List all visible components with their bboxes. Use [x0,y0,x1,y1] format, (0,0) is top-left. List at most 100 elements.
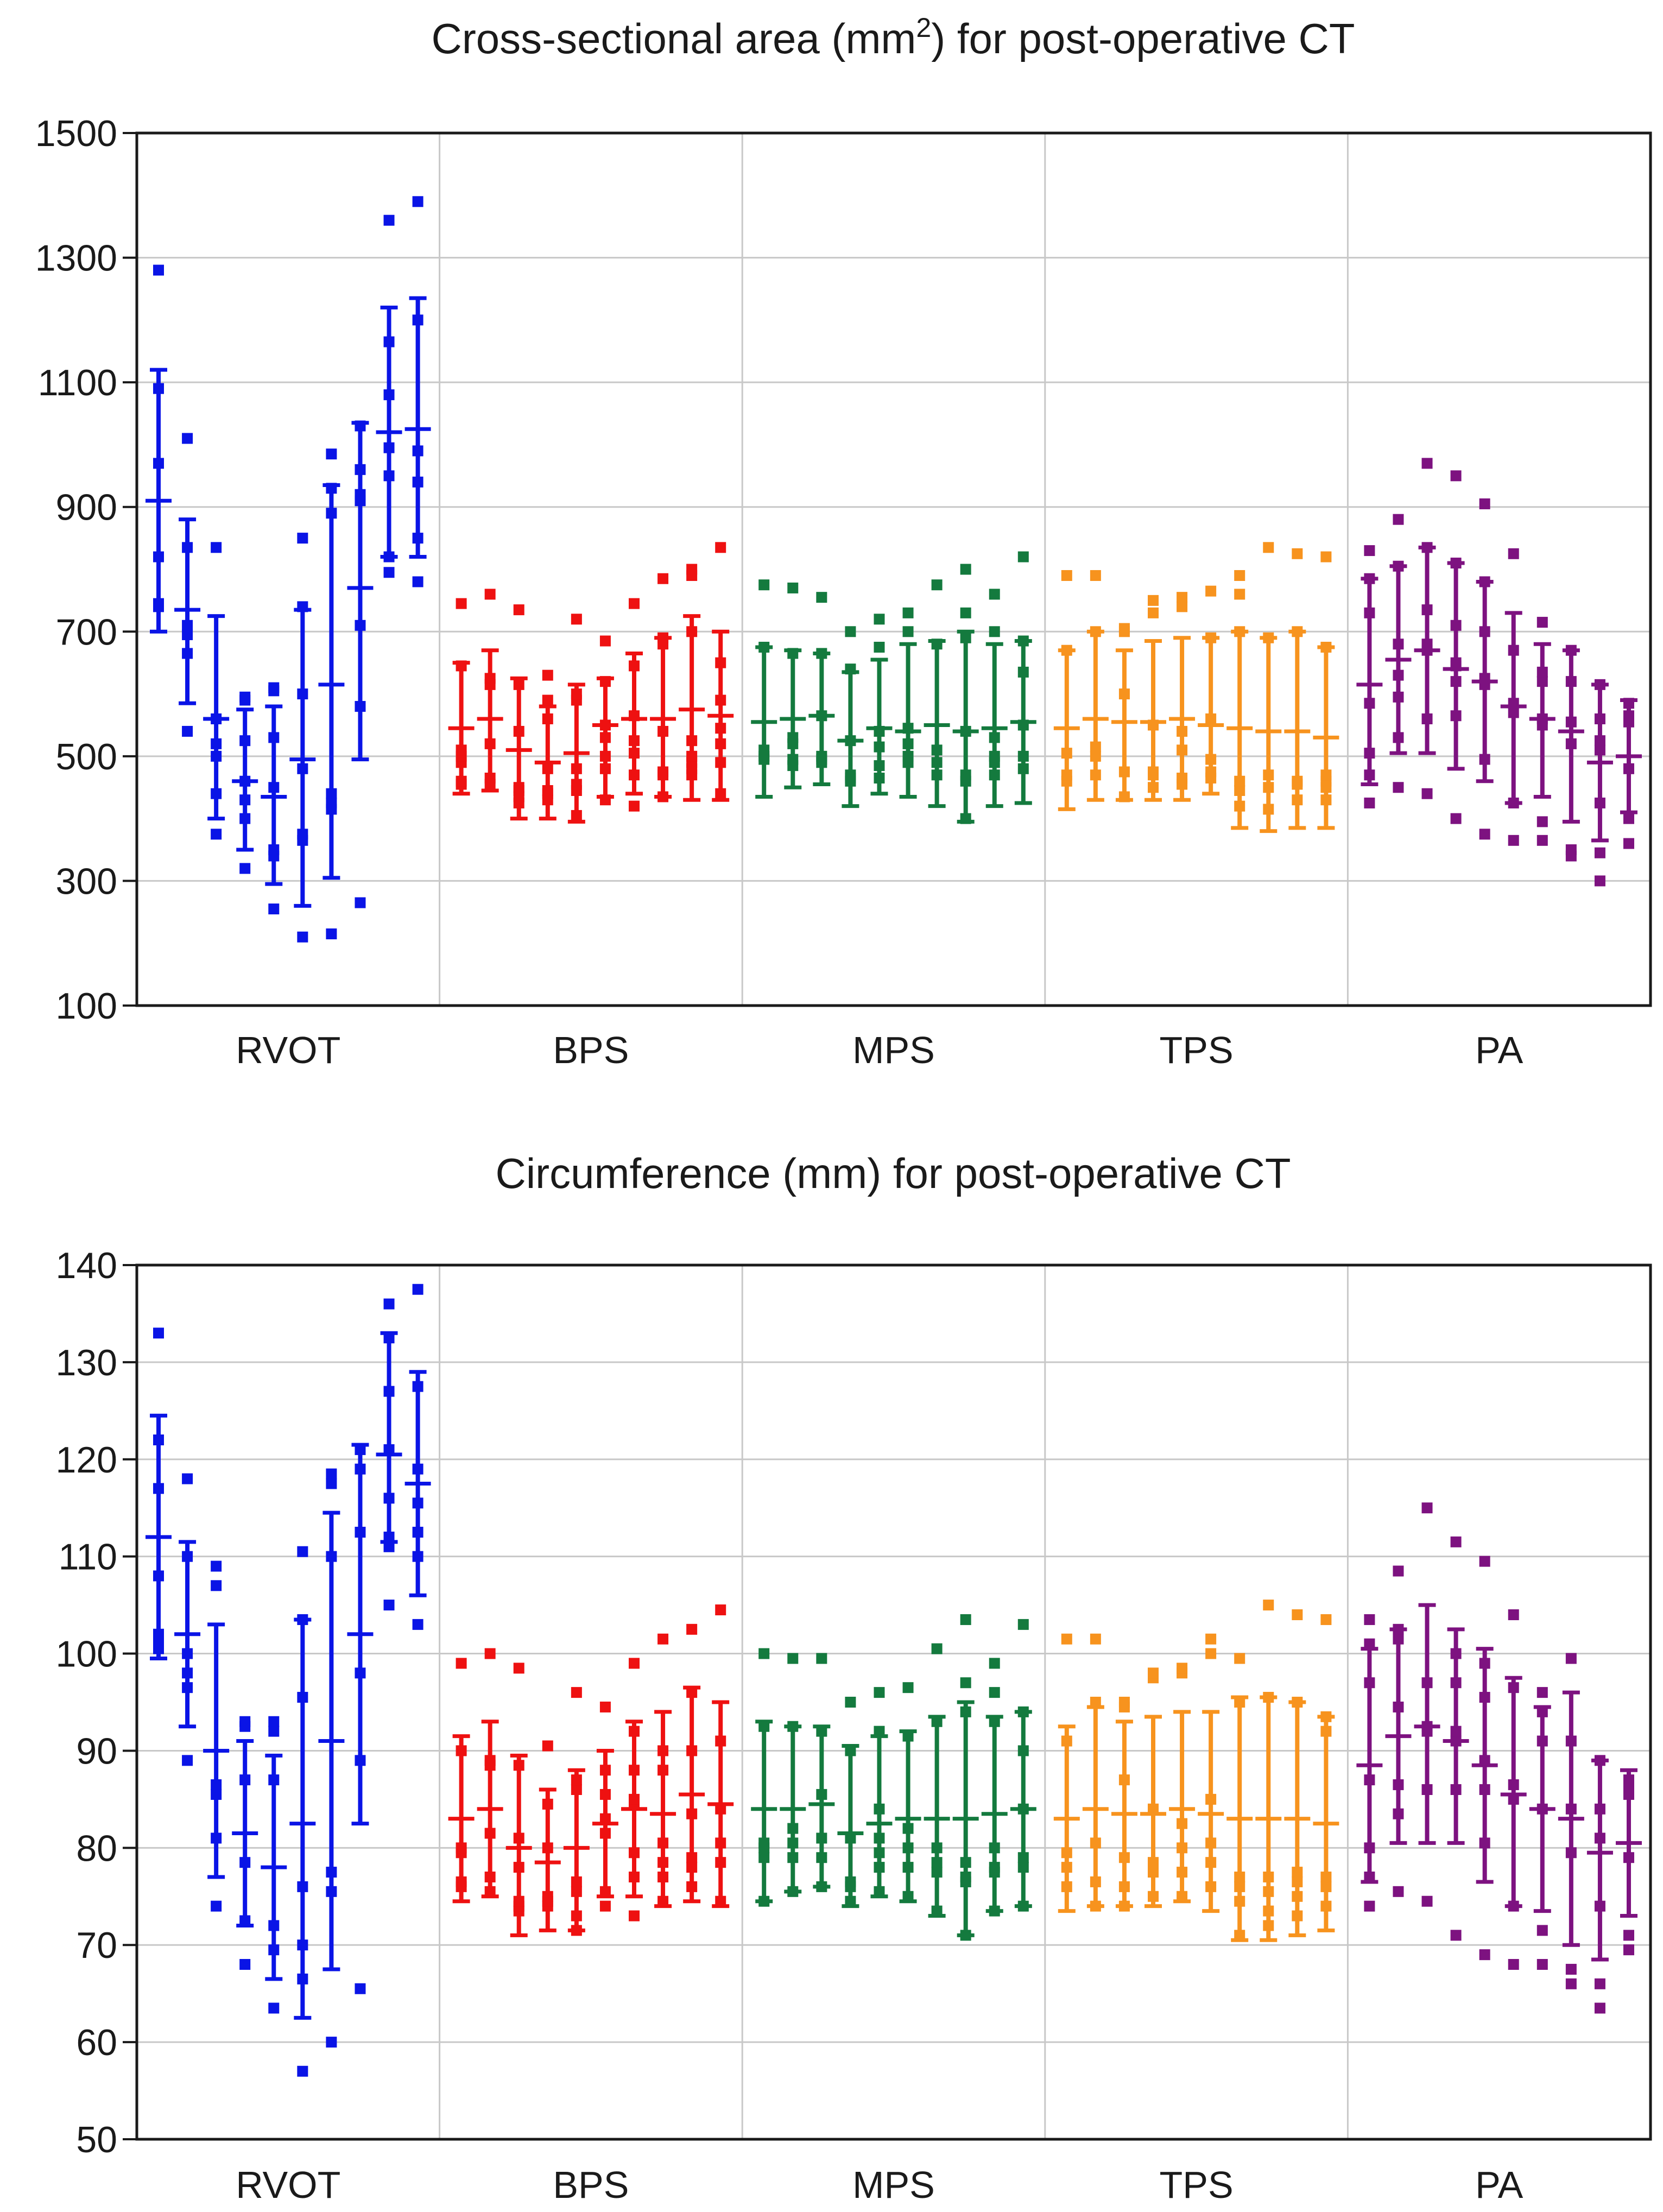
circ-y-tick-label-9: 140 [56,1245,117,1286]
data-point-8 [383,1298,395,1310]
data-point-1 [1177,1891,1188,1902]
data-point-3 [153,1628,164,1640]
data-point-2 [816,1852,827,1863]
data-point-2 [211,1832,222,1844]
data-point-1 [1205,1881,1217,1892]
data-point-4 [1017,1803,1029,1815]
data-point-4 [599,1813,611,1824]
data-point-5 [182,1551,193,1562]
data-point-5 [845,663,856,675]
area-category-label-mps: MPS [852,1029,935,1071]
data-point-6 [787,582,799,593]
data-point-1 [1090,769,1101,781]
data-point-5 [571,1784,582,1795]
circumference-chart: Circumference (mm) for post-operative CT… [56,1149,1652,2206]
data-point-5 [1565,1735,1577,1747]
data-point-3 [715,1837,726,1849]
data-point-4 [1479,673,1490,684]
data-point-6 [412,1381,423,1392]
data-point-6 [989,589,1000,600]
data-point-2 [153,1638,164,1649]
circ-series-rvot [146,1284,431,2077]
data-point-5 [1393,1633,1404,1645]
data-point-5 [1364,607,1375,618]
data-point-2 [1623,813,1634,824]
area-category-label-pa: PA [1475,1029,1523,1071]
data-point-3 [1565,738,1577,749]
data-point-7 [456,598,467,609]
data-point-3 [787,1837,799,1849]
data-point-5 [1450,1677,1462,1689]
data-point-3 [211,1788,222,1800]
data-point-6 [599,1765,611,1776]
data-point-5 [1118,623,1130,634]
data-point-1 [599,1900,611,1912]
data-point-5 [211,1580,222,1591]
area-mps-patient-3 [808,592,835,787]
data-point-4 [657,725,669,737]
data-point-2 [1090,750,1101,762]
data-point-6 [239,1716,251,1727]
data-point-3 [153,551,164,563]
data-point-3 [182,629,193,641]
data-point-2 [1364,1872,1375,1882]
data-point-6 [484,1648,496,1659]
data-point-5 [513,1832,524,1844]
data-point-1 [571,810,582,821]
data-point-3 [1205,1837,1217,1849]
data-point-4 [1508,698,1519,709]
data-point-6 [513,1760,524,1771]
data-point-6 [326,483,337,494]
data-point-6 [1450,620,1462,631]
data-point-5 [211,713,222,724]
data-point-3 [1292,1876,1303,1887]
data-point-2 [1364,769,1375,781]
data-point-4 [571,763,582,774]
data-point-2 [1118,766,1130,778]
area-mps-patient-4 [837,626,864,808]
data-point-5 [239,735,251,747]
data-point-5 [456,744,467,756]
data-point-4 [715,723,726,734]
data-point-4 [758,1837,770,1849]
data-point-6 [816,1653,827,1664]
data-point-4 [1263,632,1274,643]
data-point-1 [1292,794,1303,806]
data-point-6 [816,592,827,603]
circ-pa-patient-4 [1443,1536,1469,1941]
data-point-1 [989,1905,1000,1917]
data-point-4 [1421,639,1433,650]
data-point-6 [629,1765,640,1776]
area-series-tps [1053,542,1339,833]
data-point-4 [845,1832,856,1844]
data-point-5 [1017,635,1029,647]
data-point-5 [902,626,914,637]
data-point-2 [153,598,164,609]
data-point-4 [989,732,1000,743]
circ-category-label-mps: MPS [852,2164,935,2206]
data-point-3 [355,620,366,631]
circ-y-tick-label-8: 130 [56,1342,117,1383]
data-point-6 [1536,666,1548,678]
data-point-5 [1263,1692,1274,1703]
data-point-4 [1017,666,1029,678]
area-rvot-patient-1 [146,264,172,634]
data-point-7 [1393,514,1404,525]
data-point-3 [412,476,423,488]
data-point-3 [599,750,611,762]
circ-pa-patient-9 [1586,1755,1613,2014]
data-point-1 [1508,1959,1519,1970]
circ-tps-patient-7 [1226,1653,1253,1942]
data-point-7 [715,542,726,553]
circ-rvot-patient-1 [146,1328,172,1660]
data-point-1 [1623,838,1634,849]
circ-pa-patient-2 [1385,1565,1412,1897]
data-point-6 [355,464,366,475]
data-point-3 [1565,1847,1577,1859]
data-point-2 [1565,1963,1577,1975]
data-point-6 [1234,1653,1245,1664]
data-point-5 [629,710,640,722]
data-point-2 [931,757,943,768]
area-chart: Cross-sectional area (mm2) for post-oper… [35,12,1652,1071]
data-point-5 [484,1755,496,1766]
